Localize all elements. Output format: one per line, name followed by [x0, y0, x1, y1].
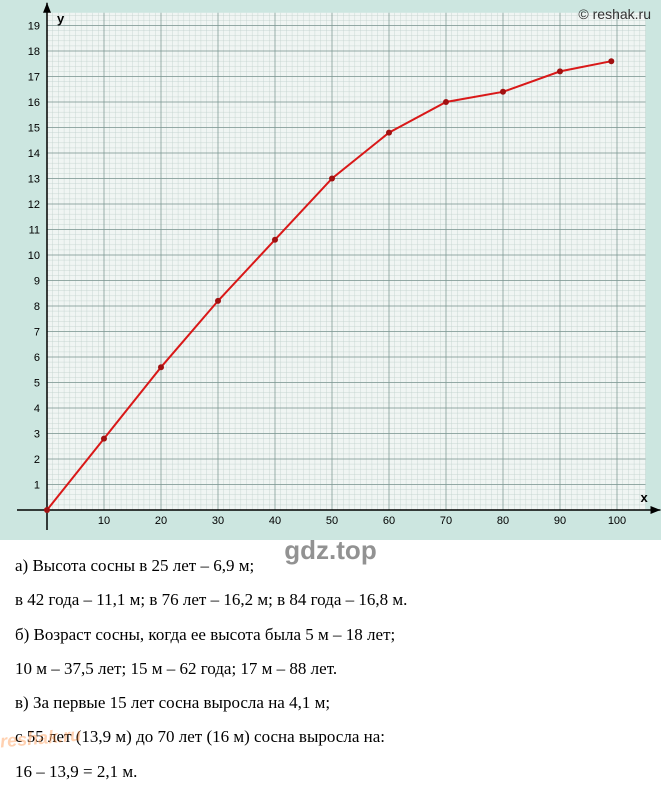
line-chart: 1020304050607080901001234567891011121314…: [0, 0, 661, 540]
svg-text:8: 8: [34, 301, 40, 313]
svg-text:7: 7: [34, 327, 40, 339]
answer-line-c3: 16 – 13,9 = 2,1 м.: [15, 756, 646, 788]
svg-text:19: 19: [28, 21, 40, 33]
svg-text:13: 13: [28, 174, 40, 186]
svg-text:30: 30: [212, 515, 224, 527]
answer-line-a: а) Высота сосны в 25 лет – 6,9 м;: [15, 550, 646, 582]
svg-text:20: 20: [155, 515, 167, 527]
svg-text:60: 60: [383, 515, 395, 527]
svg-text:6: 6: [34, 352, 40, 364]
svg-text:18: 18: [28, 46, 40, 58]
svg-text:10: 10: [28, 250, 40, 262]
svg-text:40: 40: [269, 515, 281, 527]
svg-text:50: 50: [326, 515, 338, 527]
svg-text:80: 80: [497, 515, 509, 527]
answer-line-a2: в 42 года – 11,1 м; в 76 лет – 16,2 м; в…: [15, 584, 646, 616]
chart-area: © reshak.ru 1020304050607080901001234567…: [0, 0, 661, 540]
svg-text:100: 100: [608, 515, 626, 527]
svg-text:9: 9: [34, 276, 40, 288]
watermark-copyright: © reshak.ru: [578, 6, 651, 22]
svg-text:3: 3: [34, 429, 40, 441]
answer-line-b2: 10 м – 37,5 лет; 15 м – 62 года; 17 м – …: [15, 653, 646, 685]
svg-text:2: 2: [34, 454, 40, 466]
answer-line-b: б) Возраст сосны, когда ее высота была 5…: [15, 619, 646, 651]
svg-text:90: 90: [554, 515, 566, 527]
svg-text:x: x: [641, 490, 649, 505]
svg-text:4: 4: [34, 403, 40, 415]
svg-text:y: y: [57, 11, 65, 26]
svg-text:10: 10: [98, 515, 110, 527]
svg-text:70: 70: [440, 515, 452, 527]
svg-text:16: 16: [28, 97, 40, 109]
svg-text:12: 12: [28, 199, 40, 211]
svg-text:11: 11: [29, 225, 40, 237]
svg-text:5: 5: [34, 378, 40, 390]
svg-text:15: 15: [28, 123, 40, 135]
svg-text:1: 1: [34, 480, 40, 492]
answer-line-c: в) За первые 15 лет сосна выросла на 4,1…: [15, 687, 646, 719]
answer-text: reshak.ru а) Высота сосны в 25 лет – 6,9…: [0, 540, 661, 800]
svg-text:17: 17: [28, 72, 40, 84]
svg-text:14: 14: [28, 148, 40, 160]
answer-line-c2: с 55 лет (13,9 м) до 70 лет (16 м) сосна…: [15, 721, 646, 753]
